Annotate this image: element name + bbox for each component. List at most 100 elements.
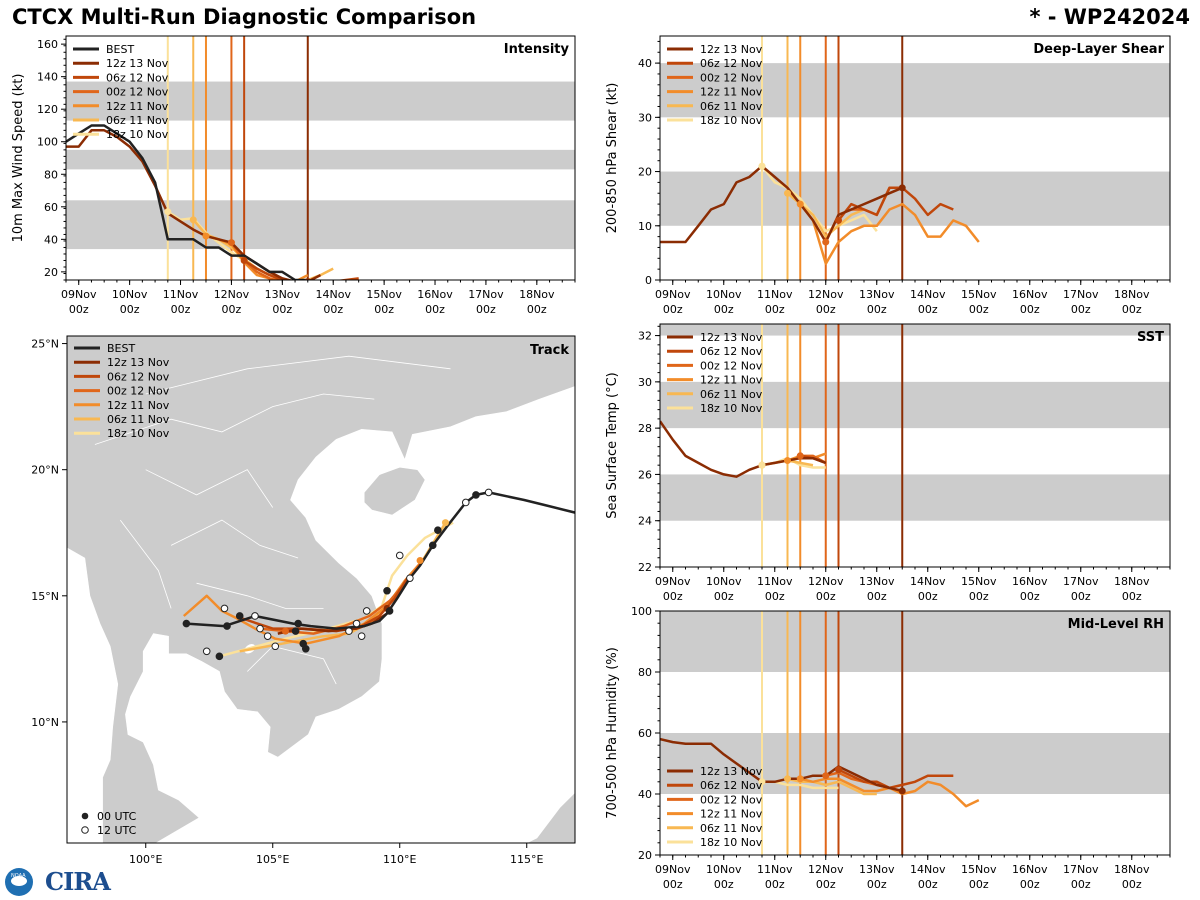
plot-area — [660, 611, 1170, 855]
y-tick-label: 30 — [638, 376, 652, 389]
x-tick-hour-label: 00z — [663, 878, 683, 891]
best-marker-12utc — [256, 624, 264, 633]
legend-label: 06z 12 Nov — [700, 57, 763, 70]
y-tick-label: 20 — [638, 166, 652, 179]
lon-tick-label: 100°E — [129, 853, 162, 866]
x-tick-day-label: 18Nov — [1114, 288, 1150, 301]
y-tick-label: 10 — [638, 220, 652, 233]
init-marker — [822, 238, 830, 246]
x-tick-day-label: 09Nov — [61, 288, 97, 301]
best-marker-00utc — [223, 622, 231, 630]
panel-shear: 0 10 20 30 40 09Nov 00z 10Nov 00z 11Nov 00z 12Nov 00… — [605, 35, 1171, 316]
legend-marker-12utc — [81, 826, 89, 834]
legend-label: 06z 12 Nov — [107, 370, 170, 383]
shade-band — [660, 733, 1170, 794]
x-tick-hour-label: 00z — [765, 590, 785, 603]
best-marker-00utc — [235, 612, 244, 620]
y-tick-label: 60 — [638, 727, 652, 740]
x-tick-day-label: 11Nov — [163, 288, 199, 301]
x-tick-day-label: 13Nov — [859, 288, 895, 301]
legend-label: 12z 11 Nov — [700, 86, 763, 99]
x-tick-hour-label: 00z — [816, 303, 836, 316]
legend-label: 18z 10 Nov — [700, 836, 763, 849]
init-marker — [784, 457, 791, 465]
cira-logo: NOAA CIRA — [5, 866, 115, 898]
series-line-06z-12-nov — [837, 768, 954, 790]
x-tick-day-label: 16Nov — [1012, 575, 1048, 588]
panel-title: Intensity — [504, 42, 570, 57]
y-tick-label: 120 — [37, 103, 58, 116]
x-tick-day-label: 14Nov — [315, 288, 351, 301]
lon-tick-label: 105°E — [256, 853, 289, 866]
legend-label: 00z 12 Nov — [106, 86, 169, 99]
shade-band — [660, 324, 1170, 336]
x-tick-hour-label: 00z — [867, 590, 887, 603]
x-tick-day-label: 10Nov — [706, 863, 742, 876]
init-marker — [784, 775, 791, 783]
series-line-18z-10-nov — [761, 165, 878, 233]
x-tick-day-label: 16Nov — [1012, 863, 1048, 876]
axes-frame — [66, 335, 576, 844]
x-tick-hour-label: 00z — [1122, 878, 1142, 891]
y-tick-label: 100 — [631, 605, 652, 618]
legend-label: 00z 12 Nov — [107, 385, 170, 398]
shade-band — [660, 611, 1170, 672]
y-tick-label: 22 — [638, 561, 652, 574]
x-tick-day-label: 15Nov — [961, 863, 997, 876]
x-tick-day-label: 11Nov — [757, 863, 793, 876]
x-tick-hour-label: 00z — [1020, 590, 1040, 603]
series-line-12z-13-nov — [660, 737, 903, 793]
cira-logo-text: CIRA — [45, 867, 111, 896]
shade-band — [660, 474, 1170, 521]
track-run-marker — [281, 627, 289, 635]
x-tick-day-label: 12Nov — [808, 575, 844, 588]
x-tick-hour-label: 00z — [527, 303, 547, 316]
x-tick-day-label: 13Nov — [859, 863, 895, 876]
x-tick-hour-label: 00z — [1071, 878, 1091, 891]
y-tick-label: 32 — [638, 330, 652, 343]
x-tick-day-label: 11Nov — [757, 288, 793, 301]
x-tick-day-label: 11Nov — [757, 575, 793, 588]
legend-label: BEST — [106, 43, 134, 56]
plot-area — [660, 36, 1170, 280]
y-tick-label: 28 — [638, 422, 652, 435]
x-tick-day-label: 13Nov — [265, 288, 301, 301]
y-tick-label: 100 — [37, 136, 58, 149]
series-line-12z-13-nov — [66, 129, 322, 280]
lat-tick-label: 10°N — [31, 716, 59, 729]
x-tick-day-label: 15Nov — [961, 575, 997, 588]
x-tick-day-label: 18Nov — [1114, 575, 1150, 588]
x-tick-hour-label: 00z — [323, 303, 343, 316]
legend-label: 18z 10 Nov — [107, 427, 170, 440]
x-tick-day-label: 15Nov — [366, 288, 402, 301]
x-tick-day-label: 15Nov — [961, 288, 997, 301]
panel-title: Mid-Level RH — [1068, 617, 1164, 632]
x-tick-day-label: 14Nov — [910, 863, 946, 876]
x-tick-day-label: 09Nov — [655, 863, 691, 876]
y-tick-label: 26 — [638, 468, 652, 481]
legend-label: BEST — [107, 342, 135, 355]
y-axis-label: 200-850 hPa Shear (kt) — [605, 83, 620, 234]
y-tick-label: 140 — [37, 71, 58, 84]
x-tick-hour-label: 00z — [969, 878, 989, 891]
best-marker-12utc — [263, 632, 272, 640]
x-tick-day-label: 13Nov — [859, 575, 895, 588]
panel-track: 100°E 105°E 110°E 115°E 10°N 15°N 20°N 25°N Trac… — [31, 335, 576, 866]
shade-band — [660, 381, 1170, 429]
best-marker-00utc — [383, 586, 391, 595]
y-tick-label: 0 — [645, 274, 652, 287]
noaa-logo-icon: NOAA — [5, 868, 33, 896]
y-tick-label: 80 — [44, 168, 58, 181]
x-tick-day-label: 18Nov — [519, 288, 555, 301]
figure-title: CTCX Multi-Run Diagnostic Comparison — [12, 5, 477, 29]
legend-label: 06z 11 Nov — [700, 822, 763, 835]
x-tick-hour-label: 00z — [1122, 303, 1142, 316]
init-marker — [758, 461, 766, 469]
panel-title: SST — [1137, 330, 1164, 345]
legend-label: 18z 10 Nov — [700, 114, 763, 127]
x-tick-day-label: 12Nov — [214, 288, 250, 301]
x-tick-day-label: 12Nov — [808, 288, 844, 301]
y-tick-label: 20 — [638, 849, 652, 862]
x-tick-day-label: 10Nov — [706, 575, 742, 588]
